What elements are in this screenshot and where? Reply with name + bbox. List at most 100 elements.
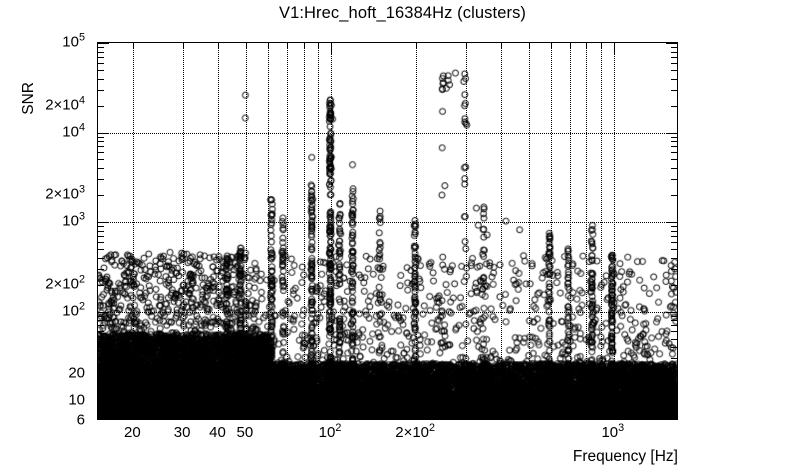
tick-y [98, 152, 104, 154]
tick-y-right [671, 105, 677, 107]
tick-x-top [528, 43, 530, 49]
tick-y [98, 136, 104, 138]
x-axis-title: Frequency [Hz] [572, 448, 678, 465]
tick-x [218, 413, 220, 419]
tick-y-right [666, 43, 677, 44]
tick-y-right [671, 51, 677, 53]
tick-x-top [613, 43, 615, 54]
y-tick-label: 6 [76, 411, 85, 429]
tick-y-right [671, 257, 677, 259]
tick-x [551, 413, 553, 419]
tick-y-right [671, 230, 677, 232]
tick-y [98, 159, 104, 161]
tick-x-top [551, 43, 553, 49]
tick-y [98, 43, 109, 44]
tick-y [98, 320, 104, 322]
tick-y [98, 325, 104, 327]
tick-x-top [586, 43, 588, 49]
tick-x [501, 413, 503, 419]
tick-x [528, 413, 530, 419]
tick-y [98, 331, 104, 333]
tick-y-right [671, 331, 677, 333]
tick-y-right [671, 374, 677, 376]
tick-x-top [133, 43, 135, 49]
tick-y [98, 358, 104, 360]
tick-y-right [671, 249, 677, 251]
tick-y [98, 230, 104, 232]
tick-x [245, 413, 247, 419]
tick-y [98, 249, 104, 251]
tick-x [600, 413, 602, 419]
y-tick-label: 105 [62, 31, 85, 51]
y-tick-label: 20 [68, 364, 85, 382]
tick-y-right [666, 311, 677, 313]
tick-x-top [183, 43, 185, 49]
tick-y [98, 347, 104, 349]
tick-x-top [318, 43, 320, 49]
tick-y [98, 132, 109, 134]
tick-y [98, 226, 104, 228]
tick-y-right [671, 89, 677, 91]
tick-y-right [671, 136, 677, 138]
y-tick-label: 2×103 [45, 183, 85, 203]
y-tick-label: 2×104 [45, 94, 85, 114]
tick-y [98, 235, 104, 237]
tick-y-right [671, 195, 677, 197]
tick-y-right [671, 179, 677, 181]
tick-y-right [671, 284, 677, 286]
tick-y-right [671, 347, 677, 349]
y-tick-label: 10 [68, 391, 85, 409]
tick-y-right [671, 320, 677, 322]
tick-x-top [416, 43, 418, 49]
tick-x-top [331, 43, 332, 54]
tick-y [98, 195, 104, 197]
tick-y-right [671, 69, 677, 71]
tick-x [318, 413, 320, 419]
tick-y [98, 405, 104, 407]
x-tick-label: 20 [123, 424, 141, 441]
tick-y [98, 415, 104, 416]
tick-x-top [268, 43, 270, 49]
tick-y-right [671, 315, 677, 317]
tick-y [98, 338, 104, 340]
x-tick-label: 2×102 [395, 422, 436, 441]
tick-x [465, 413, 467, 419]
tick-y [98, 241, 104, 243]
tick-x [416, 413, 418, 419]
tick-y [98, 89, 104, 91]
tick-x [268, 413, 270, 419]
tick-y [98, 268, 104, 270]
tick-y-right [671, 268, 677, 270]
y-tick-label: 102 [62, 300, 85, 320]
x-tick-label: 30 [173, 424, 191, 441]
tick-x-top [287, 43, 289, 49]
tick-x [613, 408, 615, 419]
tick-y-right [671, 226, 677, 228]
tick-y [98, 374, 104, 376]
tick-y [98, 257, 104, 259]
tick-y-right [671, 235, 677, 237]
tick-y-right [671, 62, 677, 64]
tick-y [98, 146, 104, 148]
tick-y [98, 51, 104, 53]
tick-y [98, 179, 104, 181]
tick-y-right [671, 168, 677, 170]
tick-x-top [600, 43, 602, 49]
tick-y [98, 222, 109, 224]
y-tick-label: 2×102 [45, 273, 85, 293]
tick-x-top [570, 43, 572, 49]
tick-y [98, 284, 104, 286]
tick-y-right [671, 159, 677, 161]
tick-y-right [671, 78, 677, 80]
tick-y-right [671, 338, 677, 340]
scatter-points [98, 43, 677, 419]
tick-y-right [671, 47, 677, 49]
tick-y-right [671, 405, 677, 407]
y-tick-label: 104 [62, 121, 85, 141]
tick-y [98, 69, 104, 71]
x-tick-label: 40 [209, 424, 226, 441]
tick-y-right [671, 152, 677, 154]
tick-x-top [245, 43, 247, 49]
tick-x-top [218, 43, 220, 49]
